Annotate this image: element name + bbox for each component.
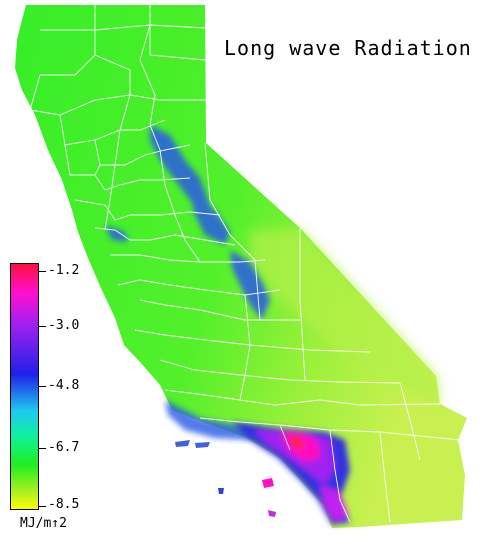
- legend-tick: [38, 506, 46, 507]
- legend-unit: MJ/m↑2: [20, 516, 67, 531]
- legend-tick: [38, 271, 46, 272]
- desert-region: [250, 228, 440, 404]
- county-lines: [29, 5, 461, 523]
- legend-tick-label: -6.7: [48, 440, 80, 455]
- coast-blue: [165, 400, 262, 440]
- legend-colorbar: [10, 263, 39, 510]
- legend-tick-label: -1.2: [48, 263, 80, 278]
- legend-tick: [38, 386, 46, 387]
- legend-tick-label: -3.0: [48, 318, 80, 333]
- channel-islands: [175, 440, 276, 517]
- legend-tick-label: -8.5: [48, 497, 80, 512]
- map-title: Long wave Radiation: [224, 36, 472, 60]
- legend-tick: [38, 448, 46, 449]
- legend-tick: [38, 326, 46, 327]
- la-basin: [232, 422, 350, 525]
- legend-tick-label: -4.8: [48, 378, 80, 393]
